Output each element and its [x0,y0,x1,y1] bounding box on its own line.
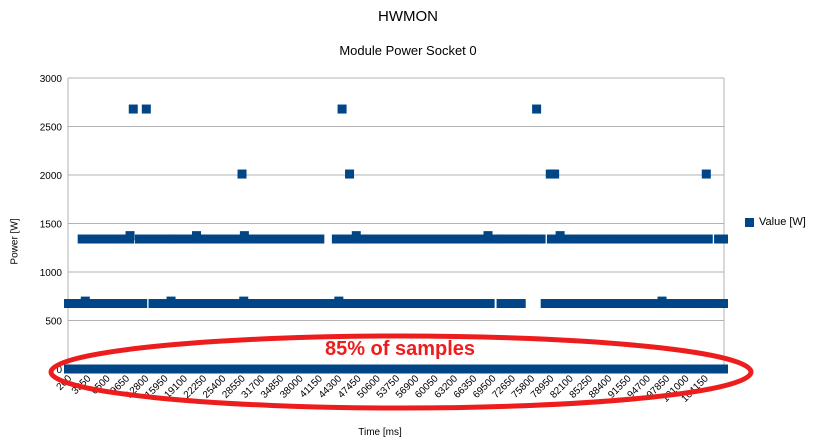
data-point [555,231,565,241]
y-tick-label: 500 [45,317,62,328]
y-tick-label: 2000 [40,171,63,182]
data-band-675 [697,299,715,309]
data-point [701,169,711,179]
data-band-675 [77,299,148,309]
data-point [237,169,247,179]
data-point [141,104,151,114]
data-band-1340 [134,234,150,244]
data-band-1340 [522,234,546,244]
data-point [192,231,202,241]
data-point [128,104,138,114]
data-band-1340 [362,234,505,244]
data-point [550,169,560,179]
data-band-675 [555,299,667,309]
y-tick-label: 1000 [40,268,63,279]
chart-title: HWMON [378,8,438,25]
data-point [351,231,361,241]
annotation-ellipse [48,333,754,411]
x-axis-label: Time [ms] [358,427,402,438]
data-band-1340 [77,234,135,244]
data-band-zero [64,364,728,374]
data-point [125,231,135,241]
y-tick-label: 0 [56,365,62,376]
data-band-1340 [331,234,368,244]
data-band-675 [540,299,557,309]
data-band-1340 [546,234,614,244]
data-point [239,296,249,306]
data-point [166,296,176,306]
y-tick-label: 1500 [40,220,63,231]
data-point [657,296,667,306]
data-point [334,296,344,306]
data-band-1340 [148,234,176,244]
data-band-1340 [637,234,713,244]
data-point [532,104,542,114]
data-band-1340 [499,234,526,244]
data-band-675 [710,299,728,309]
data-point [483,231,493,241]
annotation-text: 85% of samples [324,338,476,360]
data-band-675 [335,299,495,309]
data-point [80,296,90,306]
chart-subtitle: Module Power Socket 0 [339,43,477,58]
data-band-675 [661,299,700,309]
data-band-1340 [612,234,638,244]
legend-swatch [745,217,754,227]
data-band-675 [64,299,81,309]
legend: Value [W] [745,216,806,228]
legend-label: Value [W] [759,216,806,228]
data-band-1340 [714,234,728,244]
data-point [345,169,355,179]
y-tick-label: 3000 [40,74,63,85]
data-point [337,104,347,114]
data-point [239,231,249,241]
y-tick-label: 2500 [40,123,63,134]
data-band-675 [496,299,526,309]
